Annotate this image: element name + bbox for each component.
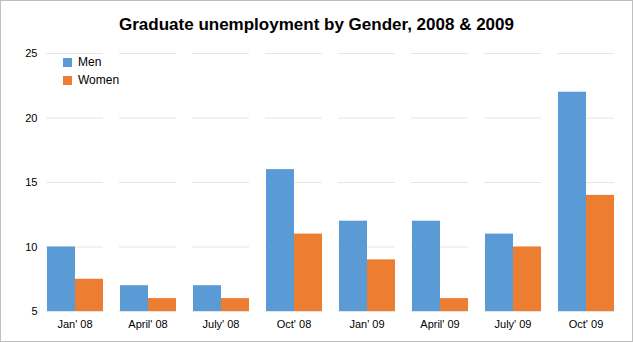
svg-text:Jan' 08: Jan' 08	[57, 318, 92, 330]
html-text:Men: Men	[78, 55, 102, 69]
svg-text:20: 20	[25, 112, 37, 124]
svg-text:Oct' 09: Oct' 09	[569, 318, 604, 330]
svg-text:April' 09: April' 09	[420, 318, 459, 330]
html-text:Women: Women	[78, 73, 120, 87]
svg-text:July' 09: July' 09	[495, 318, 532, 330]
svg-text:July' 08: July' 08	[203, 318, 240, 330]
svg-text:10: 10	[25, 241, 37, 253]
html-text:Graduate unemployment by Gende: Graduate unemployment by Gender, 2008 & …	[119, 15, 514, 34]
svg-text:5: 5	[31, 305, 37, 317]
svg-text:Oct' 08: Oct' 08	[277, 318, 312, 330]
svg-text:April' 08: April' 08	[128, 318, 167, 330]
svg-text:Jan' 09: Jan' 09	[349, 318, 384, 330]
svg-text:25: 25	[25, 47, 37, 59]
svg-text:15: 15	[25, 176, 37, 188]
